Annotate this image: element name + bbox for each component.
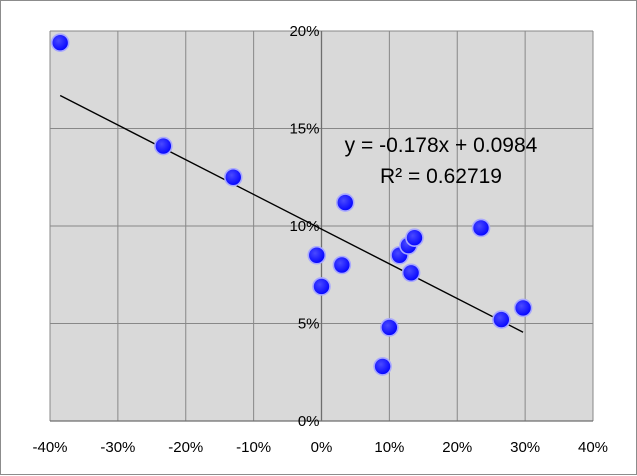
tick-labels: -40% -30% -20% -10% 0% 10% 20% 30% 40% 0% 5% 10% 15%… — [32, 23, 608, 456]
axes — [50, 31, 593, 422]
x-tick-label: 10% — [374, 439, 404, 456]
x-tick-label: 40% — [578, 439, 608, 456]
data-point — [405, 228, 424, 247]
data-point — [373, 357, 392, 376]
x-tick-label: -20% — [168, 439, 203, 456]
data-point — [154, 136, 173, 156]
trendline-equation: y = -0.178x + 0.0984 — [345, 134, 538, 157]
y-tick-label: 5% — [298, 316, 320, 333]
data-point — [513, 298, 533, 318]
trendline — [59, 94, 524, 333]
x-tick-label: -10% — [236, 439, 271, 456]
x-tick-label: 20% — [442, 439, 472, 456]
data-point — [335, 193, 355, 212]
data-point — [471, 218, 491, 238]
data-points — [50, 33, 533, 376]
data-point — [312, 277, 331, 296]
data-point — [332, 255, 352, 275]
data-point — [380, 318, 399, 337]
data-point — [492, 310, 511, 329]
x-tick-label: 30% — [510, 439, 540, 456]
x-tick-label: -40% — [32, 439, 67, 456]
data-point — [307, 245, 327, 265]
data-point — [223, 167, 243, 187]
y-tick-label: 0% — [298, 413, 320, 430]
trendline-r-squared: R² = 0.62719 — [380, 165, 502, 188]
y-tick-label: 20% — [289, 23, 319, 40]
data-point — [50, 33, 70, 53]
y-tick-label: 15% — [289, 121, 319, 138]
x-tick-label: 0% — [311, 439, 333, 456]
y-tick-label: 10% — [289, 218, 319, 235]
data-point — [401, 263, 421, 283]
x-tick-label: -30% — [100, 439, 135, 456]
